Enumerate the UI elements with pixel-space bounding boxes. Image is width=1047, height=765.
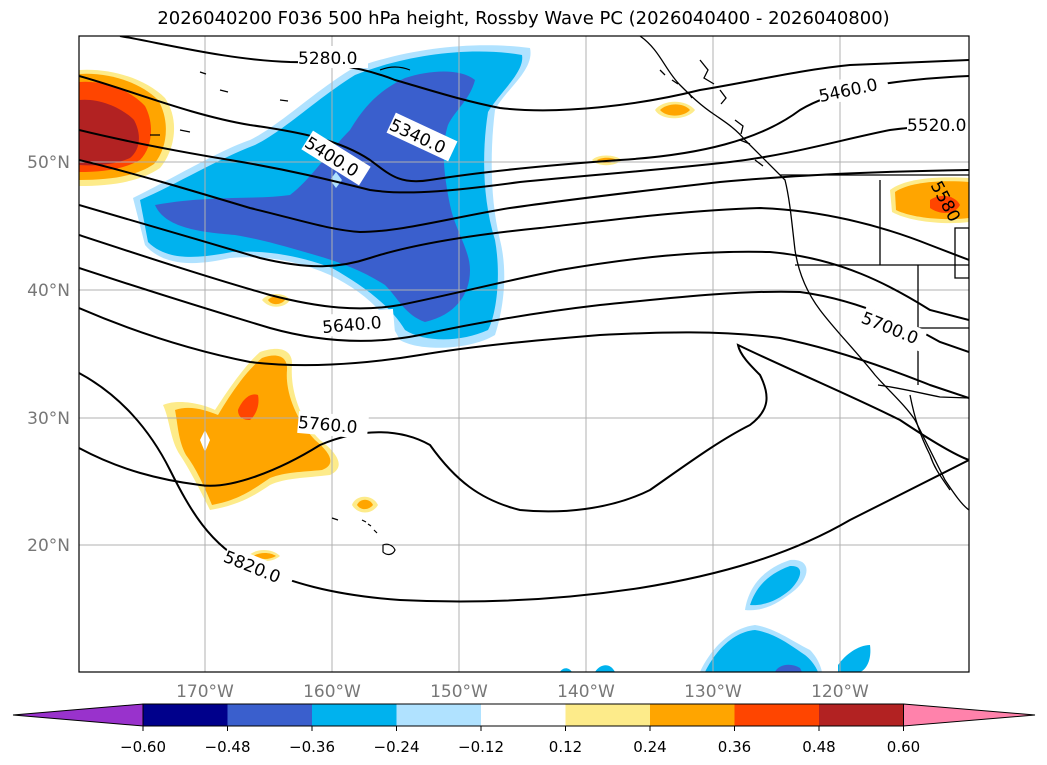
colorbar-swatch	[396, 704, 482, 726]
latitude-labels: 50°N 40°N 30°N 20°N	[27, 153, 70, 556]
positive-anomaly-region	[163, 101, 695, 562]
colorbar-swatch	[565, 704, 651, 726]
positive-anomaly-west	[79, 69, 175, 186]
lon-label-140w: 140°W	[557, 682, 615, 702]
lon-label-120w: 120°W	[811, 682, 869, 702]
negative-anomaly-south	[560, 559, 871, 672]
height-contours	[79, 36, 969, 603]
colorbar-extend-low	[12, 703, 144, 727]
lon-label-150w: 150°W	[430, 682, 488, 702]
colorbar-tick-label: −0.24	[374, 738, 420, 756]
contour-label-5700: 5700.0	[858, 308, 921, 349]
colorbar-tick-label: 0.24	[633, 738, 666, 756]
colorbar-swatch	[819, 704, 904, 726]
graticule	[79, 36, 969, 672]
map-frame	[78, 35, 970, 673]
colorbar-swatch	[481, 704, 566, 726]
colorbar-tick-label: 0.60	[887, 738, 920, 756]
map-area	[79, 36, 969, 672]
colorbar: −0.60 −0.48 −0.36 −0.24 −0.12 0.12 0.24 0.36 0.4…	[12, 703, 1036, 756]
map-title: 2026040200 F036 500 hPa height, Rossby W…	[157, 8, 890, 29]
colorbar-swatch	[227, 704, 313, 726]
lat-label-30n: 30°N	[27, 409, 70, 429]
lat-label-40n: 40°N	[27, 281, 70, 301]
colorbar-tick-label: −0.60	[120, 738, 166, 756]
colorbar-tick-label: −0.48	[205, 738, 251, 756]
contour-label-5460: 5460.0	[817, 75, 879, 107]
colorbar-extend-high	[903, 703, 1036, 727]
colorbar-tick-label: 0.12	[549, 738, 582, 756]
lon-label-170w: 170°W	[176, 682, 234, 702]
colorbar-swatch	[143, 704, 228, 726]
positive-anomaly-east	[890, 177, 969, 224]
colorbar-swatch	[734, 704, 820, 726]
colorbar-frame	[142, 703, 904, 727]
colorbar-swatch	[312, 704, 397, 726]
contour-label-5280: 5280.0	[298, 49, 357, 69]
colorbar-tick-label: −0.12	[458, 738, 504, 756]
colorbar-swatch	[650, 704, 735, 726]
contour-label-5640: 5640.0	[321, 313, 382, 338]
longitude-labels: 170°W 160°W 150°W 140°W 130°W 120°W	[176, 682, 869, 702]
lat-label-20n: 20°N	[27, 536, 70, 556]
islands	[150, 66, 411, 556]
lat-label-50n: 50°N	[27, 153, 70, 173]
colorbar-tick-label: −0.36	[289, 738, 335, 756]
colorbar-tick-label: 0.48	[802, 738, 835, 756]
contour-label-5520: 5520.0	[907, 116, 966, 136]
lon-label-130w: 130°W	[684, 682, 742, 702]
lon-label-160w: 160°W	[303, 682, 361, 702]
colorbar-tick-label: 0.36	[718, 738, 751, 756]
